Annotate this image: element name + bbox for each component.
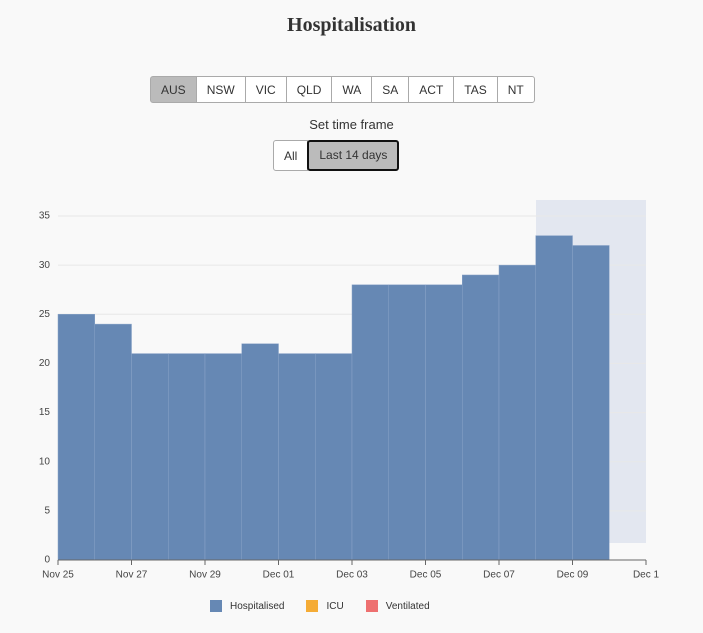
bar bbox=[351, 284, 389, 561]
bar bbox=[388, 284, 426, 561]
bar bbox=[57, 314, 95, 561]
y-tick-label: 35 bbox=[39, 211, 51, 222]
time-frame-buttons: All Last 14 days bbox=[273, 140, 400, 171]
y-tick-label: 15 bbox=[39, 407, 51, 418]
bar bbox=[462, 274, 500, 561]
x-tick-label: Nov 27 bbox=[116, 570, 148, 581]
legend-label: ICU bbox=[326, 600, 344, 612]
bar bbox=[498, 264, 536, 561]
time-frame-button[interactable]: Last 14 days bbox=[307, 140, 400, 171]
x-tick-label: Dec 09 bbox=[557, 570, 589, 581]
bar bbox=[241, 343, 279, 561]
legend-item: Hospitalised bbox=[210, 600, 284, 612]
bar bbox=[278, 353, 316, 561]
x-tick-label: Dec 07 bbox=[483, 570, 515, 581]
y-tick-label: 30 bbox=[39, 260, 51, 271]
legend-item: ICU bbox=[306, 600, 344, 612]
region-button[interactable]: QLD bbox=[285, 76, 333, 103]
legend: Hospitalised ICU Ventilated bbox=[210, 600, 452, 612]
time-frame-label: Set time frame bbox=[309, 117, 394, 132]
y-tick-label: 25 bbox=[39, 309, 51, 320]
legend-label: Ventilated bbox=[385, 600, 430, 612]
legend-label: Hospitalised bbox=[230, 600, 285, 612]
bar bbox=[315, 353, 353, 561]
x-tick-label: Dec 03 bbox=[336, 570, 368, 581]
y-tick-label: 20 bbox=[39, 358, 51, 369]
y-tick-label: 0 bbox=[44, 555, 50, 566]
x-tick-label: Dec 05 bbox=[410, 570, 442, 581]
y-tick-label: 5 bbox=[44, 505, 50, 516]
chart-title: Hospitalisation bbox=[287, 14, 416, 36]
region-button[interactable]: SA bbox=[371, 76, 410, 103]
x-tick-label: Dec 01 bbox=[263, 570, 295, 581]
time-frame-button[interactable]: All bbox=[273, 140, 309, 171]
legend-item: Ventilated bbox=[365, 600, 430, 612]
bar bbox=[572, 245, 610, 561]
region-button[interactable]: VIC bbox=[244, 76, 287, 103]
bar bbox=[168, 353, 206, 561]
bar bbox=[535, 235, 573, 561]
region-button[interactable]: NT bbox=[496, 76, 535, 103]
x-tick-label: Nov 25 bbox=[42, 570, 74, 581]
legend-swatch bbox=[365, 600, 378, 612]
bar bbox=[204, 353, 242, 561]
bar bbox=[131, 353, 169, 561]
x-tick-label: Nov 29 bbox=[189, 570, 221, 581]
bar bbox=[94, 323, 132, 561]
x-tick-label: Dec 1 bbox=[633, 570, 660, 581]
region-buttons: AUS NSW VIC QLD WA SA ACT TAS NT bbox=[150, 76, 535, 103]
y-tick-label: 10 bbox=[39, 456, 51, 467]
region-button[interactable]: WA bbox=[331, 76, 373, 103]
region-button[interactable]: TAS bbox=[453, 76, 498, 103]
legend-swatch bbox=[306, 600, 319, 612]
bar bbox=[425, 284, 463, 561]
legend-swatch bbox=[210, 600, 222, 612]
